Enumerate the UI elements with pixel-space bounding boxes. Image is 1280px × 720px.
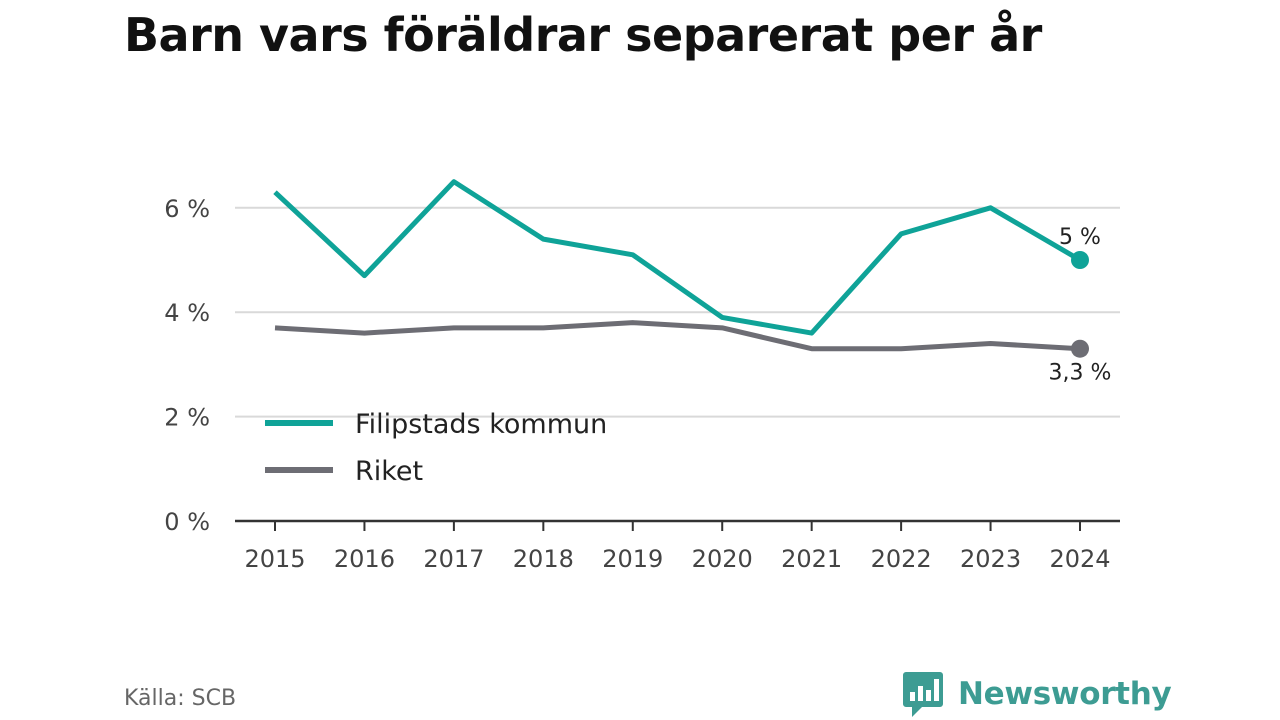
gridlines [235, 206, 1120, 418]
legend-label: Filipstads kommun [355, 409, 607, 440]
end-value-label: 3,3 % [1049, 361, 1112, 386]
series-end-marker [1071, 251, 1089, 269]
y-tick-label: 4 % [164, 299, 210, 327]
brand-name: Newsworthy [958, 676, 1172, 712]
series-line-0 [273, 179, 1082, 336]
x-tick-label: 2024 [1049, 545, 1110, 573]
series-lines [273, 179, 1089, 358]
x-axis: 2015 2016 2017 2018 2019 2020 2021 2022 2023 2024 [235, 519, 1120, 573]
x-tick-label: 2017 [423, 545, 484, 573]
x-tick-label: 2015 [244, 545, 305, 573]
brand: Newsworthy [902, 670, 1172, 718]
newsworthy-logo-icon [903, 672, 943, 717]
x-tick-label: 2022 [871, 545, 932, 573]
series-line-1 [274, 320, 1081, 352]
x-tick-label: 2021 [781, 545, 842, 573]
y-tick-label: 6 % [164, 195, 210, 223]
y-axis-ticks: 0 % 2 % 4 % 6 % [164, 195, 210, 536]
y-tick-label: 0 % [164, 508, 210, 536]
x-tick-label: 2020 [692, 545, 753, 573]
chart-title: Barn vars föräldrar separerat per år [124, 8, 1042, 62]
legend-label: Riket [355, 456, 423, 487]
line-chart: 0 % 2 % 4 % 6 % 2015 2016 2017 2018 2019 2020 202… [164, 179, 1120, 573]
end-labels: 5 % 3,3 % [1049, 225, 1112, 386]
x-tick-label: 2016 [334, 545, 395, 573]
x-tick-label: 2023 [960, 545, 1021, 573]
y-tick-label: 2 % [164, 404, 210, 432]
end-value-label: 5 % [1059, 225, 1101, 250]
legend: Filipstads kommun Riket [265, 409, 607, 487]
x-tick-label: 2018 [513, 545, 574, 573]
x-tick-label: 2019 [602, 545, 663, 573]
series-end-marker [1071, 339, 1089, 358]
source-note: Källa: SCB [124, 686, 237, 711]
